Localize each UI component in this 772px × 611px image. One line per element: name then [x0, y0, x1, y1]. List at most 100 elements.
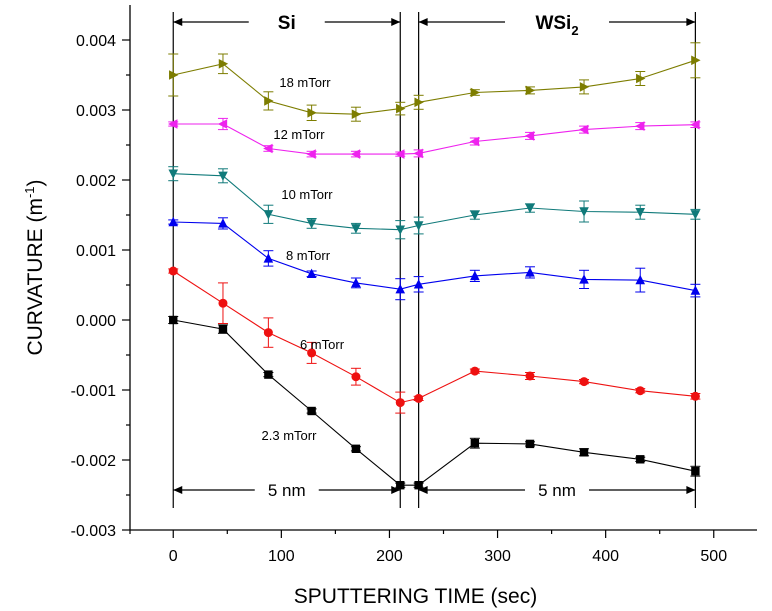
series-2-3-mtorr [168, 315, 701, 490]
data-point [307, 406, 316, 416]
x-tick-label: 100 [268, 548, 295, 565]
x-tick-label: 400 [592, 548, 619, 565]
data-point [395, 149, 405, 159]
data-point [307, 108, 317, 118]
x-tick-label: 500 [700, 548, 727, 565]
x-tick-label: 200 [376, 548, 403, 565]
data-point [218, 298, 228, 308]
data-point [525, 203, 535, 214]
data-point [525, 85, 536, 96]
y-axis-title-main: CURVATURE (m [24, 198, 47, 356]
plot-axes: 0 100 200 300 400 500 -0.003 -0.002 -0.001 0.000 0… [22, 5, 757, 608]
data-point [470, 270, 480, 281]
data-point [306, 268, 317, 278]
data-point [414, 393, 424, 403]
y-tick-label: 0.004 [76, 33, 116, 50]
series-line [173, 221, 696, 292]
data-point [691, 55, 701, 66]
data-point [168, 216, 179, 227]
data-point [395, 398, 405, 408]
arrowhead [418, 18, 428, 26]
data-point [218, 59, 229, 69]
data-point [690, 119, 700, 130]
data-point [470, 366, 480, 376]
series-line [172, 270, 696, 404]
data-point [307, 348, 317, 358]
data-point [524, 131, 535, 141]
y-tick-label: -0.002 [71, 453, 116, 470]
region-label-sub: 2 [571, 23, 578, 38]
x-axis-title: SPUTTERING TIME (sec) [294, 585, 537, 608]
data-point [690, 210, 701, 220]
data-point [263, 253, 274, 263]
y-tick-label: 0.003 [76, 103, 116, 120]
data-point [168, 119, 178, 129]
y-tick-label: 0.001 [76, 243, 116, 260]
data-point [306, 149, 316, 159]
series-label: 10 mTorr [281, 187, 333, 202]
region-label: Si [278, 13, 296, 34]
arrowhead [686, 486, 696, 494]
series-label: 18 mTorr [279, 75, 331, 90]
data-point [218, 218, 228, 228]
thickness-label: 5 nm [268, 481, 306, 500]
region-label-text: Si [278, 13, 296, 34]
series-18-mtorr [168, 42, 701, 122]
data-point [413, 221, 424, 231]
data-point [350, 149, 361, 159]
y-tick-label: 0.002 [76, 173, 116, 190]
series-line [173, 59, 696, 115]
y-tick-label: -0.001 [71, 383, 116, 400]
arrowhead [686, 18, 696, 26]
data-point [218, 324, 228, 334]
arrowhead [173, 486, 183, 494]
data-point [351, 224, 361, 234]
data-point [351, 277, 361, 288]
data-point [579, 377, 589, 387]
data-point [525, 371, 535, 381]
data-point [690, 285, 701, 295]
data-point [306, 219, 317, 229]
data-point [414, 97, 424, 108]
y-tick-label: -0.003 [71, 523, 116, 540]
thickness-label: 5 nm [538, 481, 576, 500]
series-label: 6 mTorr [300, 337, 345, 352]
data-point [579, 274, 589, 284]
data-point [217, 119, 228, 129]
y-tick-label: 0.000 [76, 313, 116, 330]
y-axis-title-close: ) [24, 179, 47, 186]
series-label: 12 mTorr [273, 127, 325, 142]
data-point [636, 455, 645, 464]
data-point [470, 87, 481, 98]
series-8-mtorr [168, 216, 701, 301]
series-line [173, 123, 696, 155]
series-group [168, 42, 701, 490]
region-label: WSi2 [535, 13, 578, 38]
series-line [173, 319, 696, 486]
region-label-main: WSi [535, 13, 571, 34]
data-point [351, 444, 361, 453]
x-tick-label: 0 [169, 548, 178, 565]
y-axis-title-sup: -1 [22, 186, 37, 198]
arrowhead [173, 18, 183, 26]
data-point [579, 82, 590, 92]
series-10-mtorr [168, 166, 701, 240]
data-point [525, 439, 535, 449]
y-axis-title: CURVATURE (m-1) [22, 179, 47, 355]
data-point [635, 121, 645, 131]
series-12-mtorr [168, 117, 701, 159]
data-point [168, 266, 178, 276]
data-point [169, 70, 179, 80]
series-6-mtorr [168, 266, 701, 414]
data-point [263, 328, 273, 338]
data-point [396, 103, 406, 114]
data-point [579, 207, 589, 217]
data-point [413, 279, 424, 289]
data-point [635, 386, 645, 396]
data-point [395, 225, 406, 235]
data-point [218, 171, 228, 181]
data-point [395, 284, 406, 294]
arrowhead [418, 486, 428, 494]
data-point [396, 481, 405, 490]
